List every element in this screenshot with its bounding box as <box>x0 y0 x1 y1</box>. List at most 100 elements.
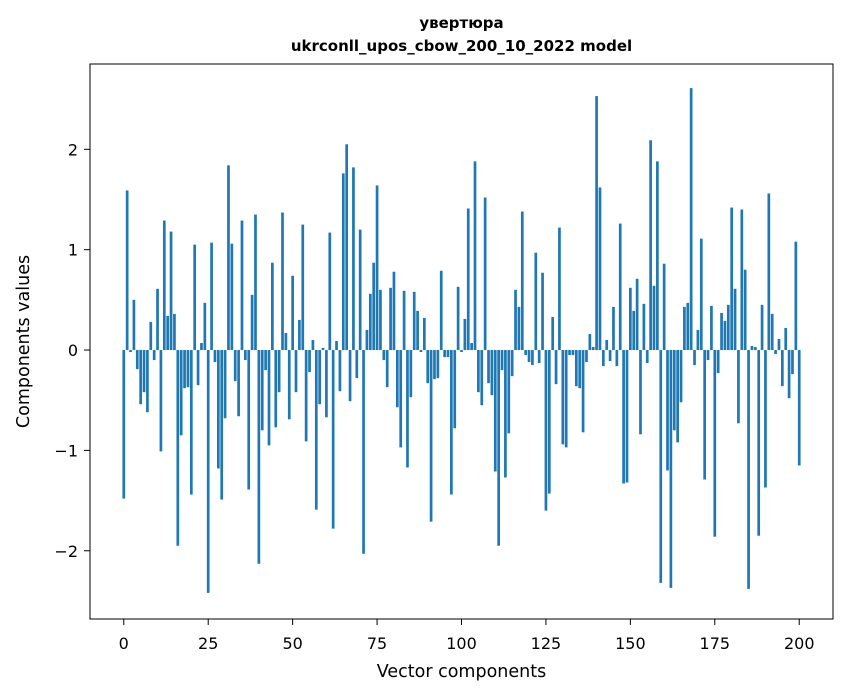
bar-76 <box>379 289 382 351</box>
bar-149 <box>625 350 629 483</box>
bar-167 <box>686 302 690 351</box>
bar-111 <box>497 350 500 546</box>
bar-151 <box>632 310 636 351</box>
bar-53 <box>301 224 305 351</box>
bar-124 <box>541 272 544 351</box>
bar-105 <box>477 350 480 393</box>
x-tick-label: 100 <box>446 634 477 653</box>
bar-180 <box>730 207 734 351</box>
bar-5 <box>139 350 143 405</box>
bar-198 <box>791 350 794 375</box>
bar-39 <box>254 214 257 351</box>
bar-2 <box>129 350 132 353</box>
bar-25 <box>206 350 210 593</box>
bar-46 <box>277 350 281 393</box>
bar-171 <box>699 238 703 351</box>
bar-37 <box>247 350 251 490</box>
bar-58 <box>318 350 321 405</box>
bar-42 <box>264 350 267 371</box>
bar-109 <box>490 350 494 396</box>
bar-72 <box>365 329 369 351</box>
bar-118 <box>520 211 524 351</box>
bar-48 <box>284 332 288 351</box>
bar-144 <box>608 350 612 362</box>
bar-114 <box>507 350 511 434</box>
bar-56 <box>311 339 315 351</box>
bar-73 <box>368 293 372 351</box>
bar-141 <box>598 187 602 351</box>
bar-59 <box>321 348 325 351</box>
bar-74 <box>372 262 376 351</box>
bar-60 <box>325 350 328 418</box>
bar-200 <box>797 350 801 466</box>
bar-195 <box>780 350 784 387</box>
bar-186 <box>750 346 754 351</box>
bar-159 <box>659 350 663 583</box>
bar-4 <box>135 350 139 370</box>
chart-title-line1: увертюра <box>419 14 503 32</box>
bar-108 <box>487 350 490 384</box>
y-tick-label: 1 <box>68 241 78 260</box>
bar-101 <box>463 318 467 351</box>
bar-119 <box>524 350 528 356</box>
bar-20 <box>189 350 193 495</box>
x-tick-label: 125 <box>531 634 562 653</box>
bar-21 <box>193 244 197 351</box>
bar-19 <box>186 350 190 388</box>
bar-92 <box>433 350 436 380</box>
bar-153 <box>639 350 642 435</box>
bar-176 <box>716 350 720 374</box>
x-tick-label: 0 <box>119 634 129 653</box>
bar-181 <box>733 288 737 351</box>
bar-143 <box>605 339 609 351</box>
bar-139 <box>591 347 595 351</box>
bar-155 <box>645 350 649 364</box>
bar-104 <box>473 161 477 351</box>
bar-12 <box>162 220 166 351</box>
bar-50 <box>291 275 294 351</box>
bar-35 <box>240 220 244 351</box>
bar-62 <box>331 350 335 529</box>
x-tick-label: 75 <box>367 634 387 653</box>
bar-94 <box>439 270 443 351</box>
x-axis-label: Vector components <box>377 662 546 682</box>
bar-177 <box>720 312 723 351</box>
bar-166 <box>683 306 686 351</box>
bar-128 <box>554 350 558 385</box>
bar-27 <box>213 350 217 363</box>
bar-199 <box>794 241 798 351</box>
bar-78 <box>385 350 389 388</box>
bar-185 <box>747 350 750 589</box>
bar-81 <box>395 350 399 408</box>
bar-55 <box>308 350 311 373</box>
bar-102 <box>466 208 470 351</box>
bar-150 <box>629 287 632 351</box>
bar-132 <box>568 350 571 356</box>
bar-6 <box>142 350 146 393</box>
bar-138 <box>588 333 592 351</box>
bar-146 <box>615 350 619 367</box>
bar-68 <box>352 167 355 351</box>
bar-112 <box>500 350 504 371</box>
bar-133 <box>571 350 575 356</box>
bar-135 <box>578 350 582 389</box>
bar-110 <box>493 350 497 472</box>
bar-36 <box>244 350 247 361</box>
bar-31 <box>227 165 230 351</box>
bar-179 <box>726 304 730 351</box>
bar-71 <box>362 350 365 554</box>
bar-131 <box>564 350 568 448</box>
bar-158 <box>656 161 659 351</box>
y-tick-label: −2 <box>54 542 78 561</box>
bar-47 <box>281 212 284 351</box>
bar-77 <box>382 350 386 361</box>
bar-13 <box>166 315 170 351</box>
bar-82 <box>399 350 403 448</box>
bar-57 <box>314 350 318 510</box>
bar-52 <box>298 319 301 351</box>
bar-188 <box>757 350 761 536</box>
y-axis-ticks: −2 −1 0 1 2 <box>54 140 90 561</box>
bar-145 <box>612 306 615 351</box>
bar-41 <box>260 350 264 431</box>
